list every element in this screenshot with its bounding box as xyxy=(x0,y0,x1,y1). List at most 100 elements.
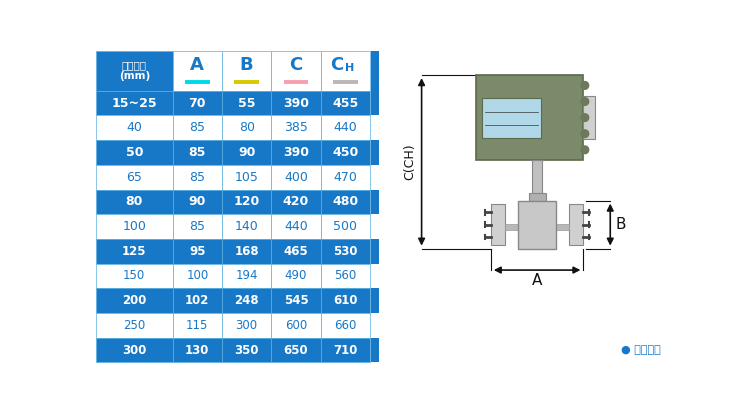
Text: 385: 385 xyxy=(284,121,308,134)
Bar xyxy=(272,264,320,288)
Bar xyxy=(482,98,541,138)
Bar xyxy=(222,115,272,140)
Bar xyxy=(96,140,172,165)
Text: 194: 194 xyxy=(235,270,258,283)
Text: 400: 400 xyxy=(284,171,308,184)
Text: 390: 390 xyxy=(283,146,309,159)
Text: 115: 115 xyxy=(186,319,209,332)
Bar xyxy=(272,313,320,338)
Text: 660: 660 xyxy=(334,319,357,332)
Bar xyxy=(320,115,370,140)
Bar xyxy=(272,91,320,115)
Text: 470: 470 xyxy=(334,171,357,184)
Text: B: B xyxy=(616,217,626,232)
Bar xyxy=(320,91,370,115)
Circle shape xyxy=(581,146,589,154)
Bar xyxy=(96,189,172,214)
Text: 85: 85 xyxy=(189,220,205,233)
Bar xyxy=(320,165,370,189)
Text: 85: 85 xyxy=(189,146,206,159)
Bar xyxy=(371,239,380,264)
Text: 40: 40 xyxy=(127,121,142,134)
Text: 500: 500 xyxy=(333,220,357,233)
Text: 610: 610 xyxy=(333,294,357,307)
Bar xyxy=(172,338,222,362)
Text: 仪表口径
(mm): 仪表口径 (mm) xyxy=(118,60,150,81)
Bar xyxy=(172,91,222,115)
Bar xyxy=(96,51,172,91)
Text: 200: 200 xyxy=(122,294,147,307)
Text: 140: 140 xyxy=(235,220,258,233)
Text: 530: 530 xyxy=(333,245,357,258)
Bar xyxy=(172,239,222,264)
Bar xyxy=(320,189,370,214)
Bar xyxy=(222,264,272,288)
Bar xyxy=(532,160,542,196)
Text: 455: 455 xyxy=(332,97,358,110)
Bar xyxy=(172,214,222,239)
Bar xyxy=(222,91,272,115)
Text: 350: 350 xyxy=(235,344,259,357)
Text: 150: 150 xyxy=(123,270,145,283)
Bar xyxy=(172,313,222,338)
Bar xyxy=(320,51,370,91)
Text: 130: 130 xyxy=(185,344,209,357)
Bar xyxy=(371,288,380,313)
Circle shape xyxy=(581,81,589,89)
Bar xyxy=(570,204,583,245)
Bar xyxy=(96,91,172,115)
Bar xyxy=(320,214,370,239)
Text: 250: 250 xyxy=(123,319,145,332)
Text: 560: 560 xyxy=(334,270,357,283)
Bar xyxy=(96,313,172,338)
Text: 100: 100 xyxy=(186,270,209,283)
Text: 440: 440 xyxy=(334,121,357,134)
Bar xyxy=(222,214,272,239)
Bar xyxy=(505,224,570,230)
Bar xyxy=(96,264,172,288)
Circle shape xyxy=(581,98,589,106)
Bar xyxy=(371,338,380,362)
Text: C(CH): C(CH) xyxy=(403,144,416,180)
Bar xyxy=(222,338,272,362)
Text: A: A xyxy=(190,56,204,74)
Text: 450: 450 xyxy=(332,146,358,159)
Bar xyxy=(583,97,595,139)
Bar xyxy=(222,51,272,91)
Bar xyxy=(491,204,505,245)
Bar xyxy=(476,75,583,160)
Text: 70: 70 xyxy=(189,97,206,110)
Text: 65: 65 xyxy=(127,171,142,184)
Bar xyxy=(528,193,545,201)
Text: H: H xyxy=(345,63,354,74)
Text: 85: 85 xyxy=(189,171,205,184)
Bar xyxy=(320,239,370,264)
Text: 120: 120 xyxy=(234,196,260,208)
Text: 300: 300 xyxy=(122,344,147,357)
Bar xyxy=(222,140,272,165)
Text: 102: 102 xyxy=(185,294,209,307)
Bar xyxy=(172,288,222,313)
Text: 50: 50 xyxy=(126,146,143,159)
Text: 105: 105 xyxy=(235,171,258,184)
Text: 545: 545 xyxy=(283,294,309,307)
Text: 465: 465 xyxy=(283,245,309,258)
Bar xyxy=(222,165,272,189)
Bar xyxy=(172,115,222,140)
Bar xyxy=(371,91,380,115)
Bar xyxy=(320,288,370,313)
Text: 490: 490 xyxy=(285,270,307,283)
Bar xyxy=(272,239,320,264)
Bar xyxy=(272,165,320,189)
Bar xyxy=(96,239,172,264)
Bar xyxy=(172,165,222,189)
Bar xyxy=(222,288,272,313)
Bar xyxy=(272,288,320,313)
Bar xyxy=(320,338,370,362)
Bar xyxy=(172,189,222,214)
Bar xyxy=(96,214,172,239)
Bar xyxy=(320,264,370,288)
Text: B: B xyxy=(240,56,254,74)
Text: 480: 480 xyxy=(332,196,358,208)
Bar xyxy=(272,115,320,140)
